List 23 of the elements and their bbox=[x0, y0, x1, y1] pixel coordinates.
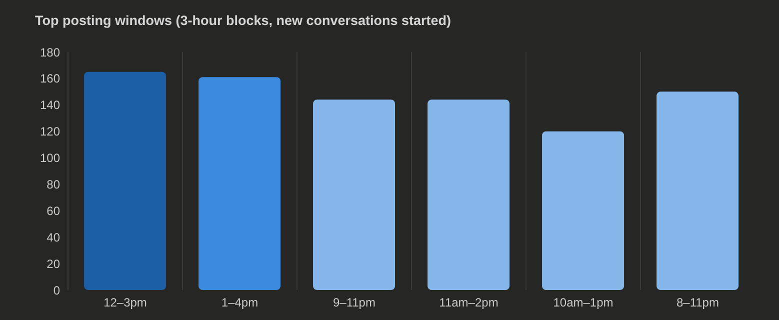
bar bbox=[542, 131, 624, 290]
y-tick-label: 160 bbox=[40, 72, 60, 86]
y-tick-label: 120 bbox=[40, 124, 60, 139]
y-tick-label: 20 bbox=[46, 256, 60, 271]
bar bbox=[313, 100, 396, 290]
bar bbox=[84, 72, 166, 290]
x-tick-label: 9–11pm bbox=[333, 296, 376, 310]
y-tick-label: 0 bbox=[53, 283, 60, 298]
y-tick-label: 40 bbox=[46, 230, 60, 244]
x-tick-label: 8–11pm bbox=[676, 296, 719, 310]
x-tick-label: 1–4pm bbox=[221, 296, 258, 310]
y-tick-label: 180 bbox=[40, 45, 60, 60]
bar bbox=[198, 77, 281, 290]
y-tick-label: 140 bbox=[40, 98, 60, 112]
x-tick-label: 12–3pm bbox=[104, 296, 147, 310]
chart-title: Top posting windows (3-hour blocks, new conversations started) bbox=[35, 13, 452, 28]
y-tick-label: 80 bbox=[46, 177, 60, 192]
y-tick-label: 100 bbox=[40, 151, 60, 166]
bar bbox=[428, 100, 510, 290]
x-tick-label: 10am–1pm bbox=[553, 296, 614, 310]
bar bbox=[656, 92, 739, 290]
y-tick-label: 60 bbox=[46, 204, 60, 218]
x-tick-label: 11am–2pm bbox=[439, 296, 498, 310]
